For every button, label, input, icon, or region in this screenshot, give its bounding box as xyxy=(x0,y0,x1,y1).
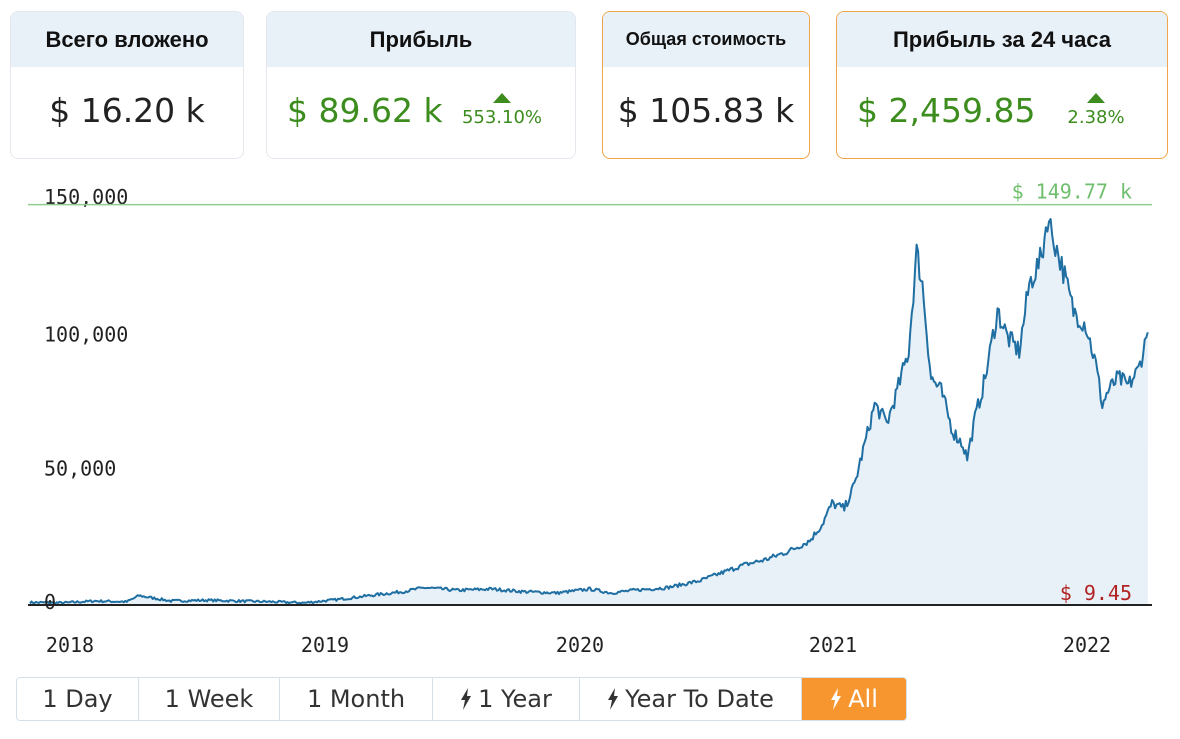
chart-area xyxy=(30,219,1148,605)
x-tick-label: 2022 xyxy=(1063,633,1111,657)
range-button-all[interactable]: All xyxy=(802,678,906,720)
x-tick-label: 2020 xyxy=(556,633,604,657)
min-label: $ 9.45 xyxy=(1060,581,1132,605)
card-value: $ 16.20 k xyxy=(49,91,205,130)
range-button-label: 1 Month xyxy=(306,685,406,713)
card-profit-24h: Прибыль за 24 часа $ 2,459.85 2.38% xyxy=(836,11,1168,159)
y-tick-label: 50,000 xyxy=(44,456,116,480)
arrow-up-icon xyxy=(493,93,511,103)
card-change-value: 2.38% xyxy=(1067,107,1125,128)
card-change: 2.38% xyxy=(1051,93,1141,128)
card-change-value: 553.10% xyxy=(461,107,543,128)
range-button-label: Year To Date xyxy=(625,685,774,713)
bolt-icon xyxy=(608,688,619,710)
range-button-1-day[interactable]: 1 Day xyxy=(17,678,139,720)
range-button-label: 1 Day xyxy=(42,685,113,713)
card-profit: Прибыль $ 89.62 k 553.10% xyxy=(266,11,576,159)
card-value: $ 2,459.85 xyxy=(857,91,1036,130)
x-tick-label: 2021 xyxy=(809,633,857,657)
bolt-icon xyxy=(831,688,842,710)
range-button-label: 1 Week xyxy=(164,685,254,713)
y-tick-label: 100,000 xyxy=(44,323,128,347)
range-button-1-year[interactable]: 1 Year xyxy=(433,678,580,720)
bolt-icon xyxy=(461,688,472,710)
card-value: $ 105.83 k xyxy=(617,91,795,130)
range-button-label: All xyxy=(848,685,878,713)
portfolio-chart[interactable]: 0 50,000 100,000 150,000 $ 149.77 k $ 9.45 201… xyxy=(0,180,1180,670)
range-button-1-week[interactable]: 1 Week xyxy=(139,678,280,720)
x-tick-label: 2019 xyxy=(301,633,349,657)
range-button-year-to-date[interactable]: Year To Date xyxy=(580,678,802,720)
series-line xyxy=(29,218,1149,605)
card-title: Общая стоимость xyxy=(603,12,809,67)
y-tick-label: 150,000 xyxy=(44,185,128,209)
arrow-up-icon xyxy=(1087,93,1105,103)
range-button-label: 1 Year xyxy=(478,685,552,713)
card-title: Всего вложено xyxy=(11,12,243,67)
card-value: $ 89.62 k xyxy=(287,91,443,130)
card-total-value: Общая стоимость $ 105.83 k xyxy=(602,11,810,159)
range-button-1-month[interactable]: 1 Month xyxy=(280,678,433,720)
x-tick-label: 2018 xyxy=(46,633,94,657)
max-label: $ 149.77 k xyxy=(1012,180,1132,204)
card-title: Прибыль xyxy=(267,12,575,67)
card-title: Прибыль за 24 часа xyxy=(837,12,1167,67)
card-change: 553.10% xyxy=(457,93,547,128)
y-tick-label: 0 xyxy=(44,590,56,614)
range-selector: 1 Day 1 Week 1 Month 1 Year Year To Date All xyxy=(16,677,907,721)
card-total-invested: Всего вложено $ 16.20 k xyxy=(10,11,244,159)
